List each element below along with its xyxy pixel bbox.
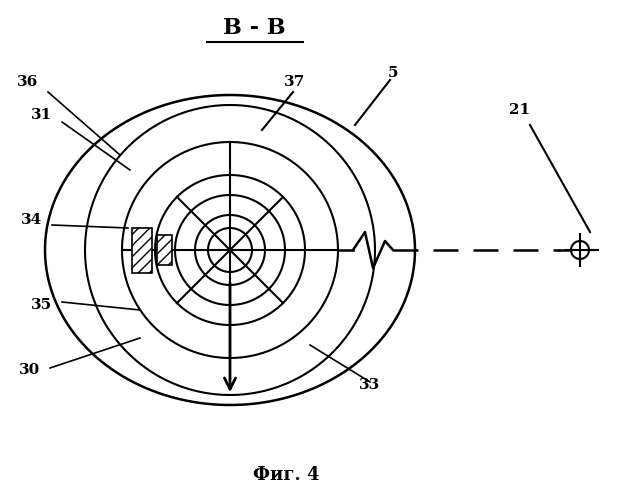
Text: В - В: В - В bbox=[224, 17, 286, 39]
Text: 30: 30 bbox=[19, 363, 41, 377]
Text: 33: 33 bbox=[359, 378, 381, 392]
Text: Фиг. 4: Фиг. 4 bbox=[254, 466, 320, 484]
Text: 35: 35 bbox=[31, 298, 53, 312]
Text: 36: 36 bbox=[17, 75, 39, 89]
Text: 21: 21 bbox=[510, 103, 531, 117]
Bar bbox=[157, 235, 172, 265]
Text: 5: 5 bbox=[388, 66, 398, 80]
Bar bbox=[157, 235, 172, 265]
Text: 31: 31 bbox=[31, 108, 53, 122]
Text: 37: 37 bbox=[284, 75, 306, 89]
Bar bbox=[132, 228, 152, 272]
Bar bbox=[132, 228, 152, 272]
Text: 34: 34 bbox=[22, 213, 43, 227]
